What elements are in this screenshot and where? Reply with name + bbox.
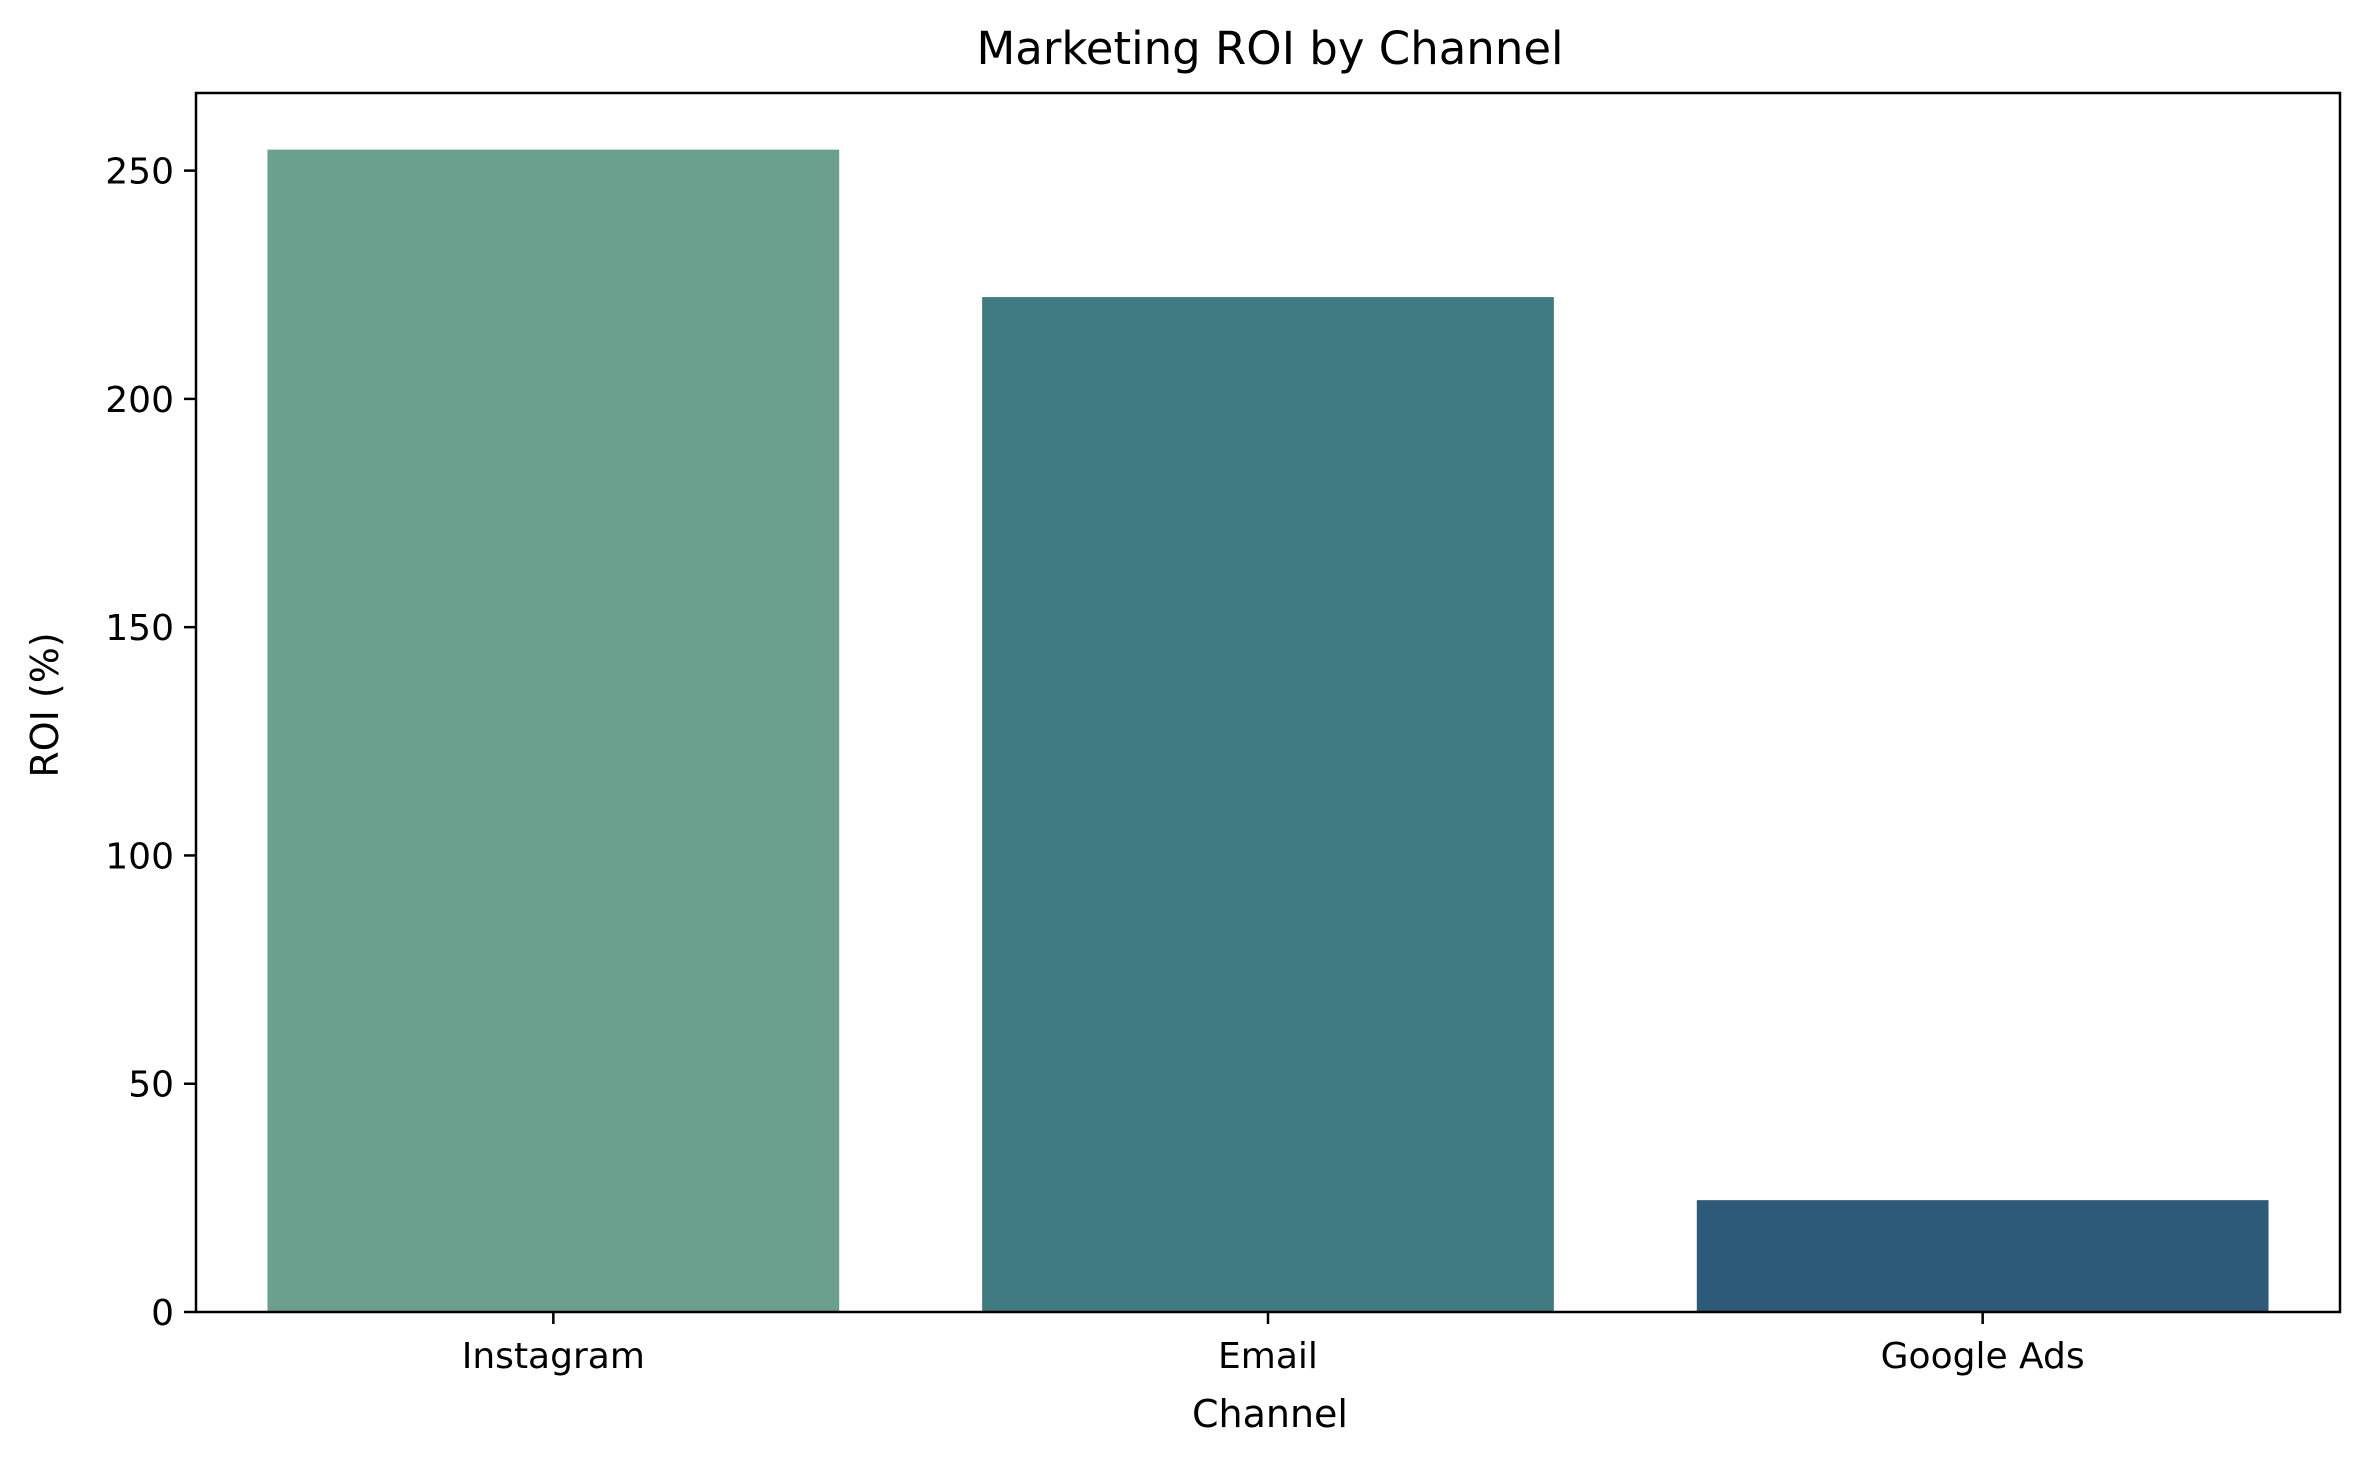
x-axis: Instagram Email Google Ads [462,1312,2085,1377]
x-tick-label: Instagram [462,1336,645,1377]
y-tick-label: 100 [105,836,174,877]
y-tick-label: 200 [105,380,174,421]
y-tick-label: 250 [105,152,174,193]
bar-instagram [267,149,840,1312]
y-tick-label: 0 [151,1293,174,1334]
y-tick-label: 50 [128,1065,174,1106]
bar-google-ads [1696,1200,2269,1312]
x-axis-title: Channel [1192,1392,1348,1436]
y-tick-label: 150 [105,608,174,649]
bar-email [982,297,1554,1312]
x-tick-label: Email [1218,1336,1318,1377]
plot-frame [194,91,2342,1314]
x-tick-label: Google Ads [1881,1336,2085,1377]
y-axis: 0 50 100 150 200 250 [105,152,196,1334]
bars-group [267,149,2269,1312]
chart-title: Marketing ROI by Channel [976,22,1563,75]
y-axis-title: ROI (%) [23,632,67,777]
